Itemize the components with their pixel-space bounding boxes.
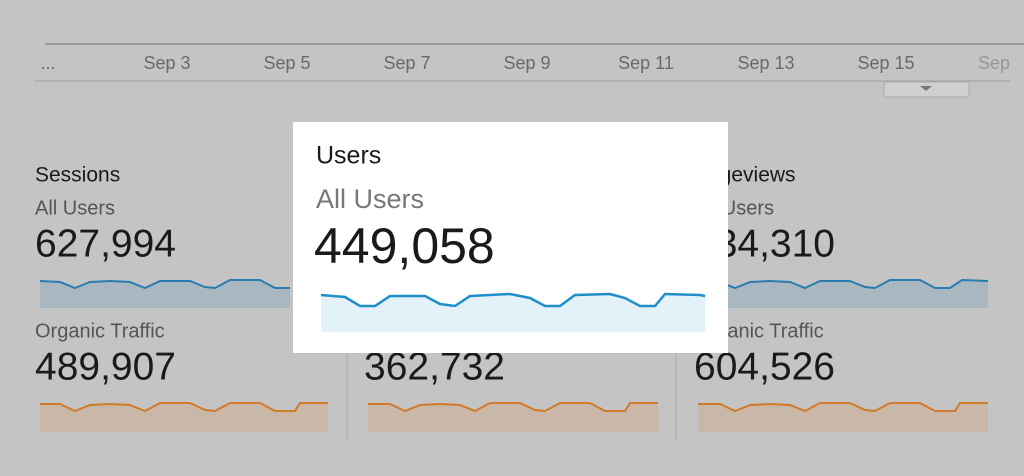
sparkline xyxy=(39,279,290,290)
popup-segment: All Users xyxy=(316,184,424,214)
date-label: Sep 11 xyxy=(618,53,674,73)
popup-value: 449,058 xyxy=(314,218,495,274)
metric-value: 489,907 xyxy=(35,345,176,388)
dropdown-arrow xyxy=(920,86,932,91)
card-title: Sessions xyxy=(35,164,120,187)
segment-name: Organic Traffic xyxy=(35,320,165,342)
sparkline-area xyxy=(698,403,988,432)
sparkline-area xyxy=(321,294,705,332)
date-label: Sep 15 xyxy=(857,53,914,73)
sparkline xyxy=(697,278,989,290)
date-label: Sep 3 xyxy=(143,53,190,73)
sparkline-area xyxy=(40,280,290,308)
sparkline-area xyxy=(368,403,658,432)
date-label: Sep xyxy=(978,53,1010,73)
metric-value: 627,994 xyxy=(35,222,176,265)
popup-title: Users xyxy=(316,142,381,170)
sparkline-area xyxy=(698,280,988,308)
date-label: Sep 7 xyxy=(383,53,430,73)
sparkline-area xyxy=(40,403,328,432)
sparkline xyxy=(368,402,658,413)
popup: Users All Users 449,058 xyxy=(293,122,728,353)
date-label: Sep 9 xyxy=(503,53,550,73)
date-label: Sep 13 xyxy=(737,53,794,73)
segment-name: All Users xyxy=(35,197,115,219)
sparkline xyxy=(698,402,988,413)
sparkline xyxy=(40,402,328,413)
date-label: Sep 5 xyxy=(263,53,310,73)
sparkline xyxy=(320,292,706,308)
date-label: ... xyxy=(40,53,55,73)
